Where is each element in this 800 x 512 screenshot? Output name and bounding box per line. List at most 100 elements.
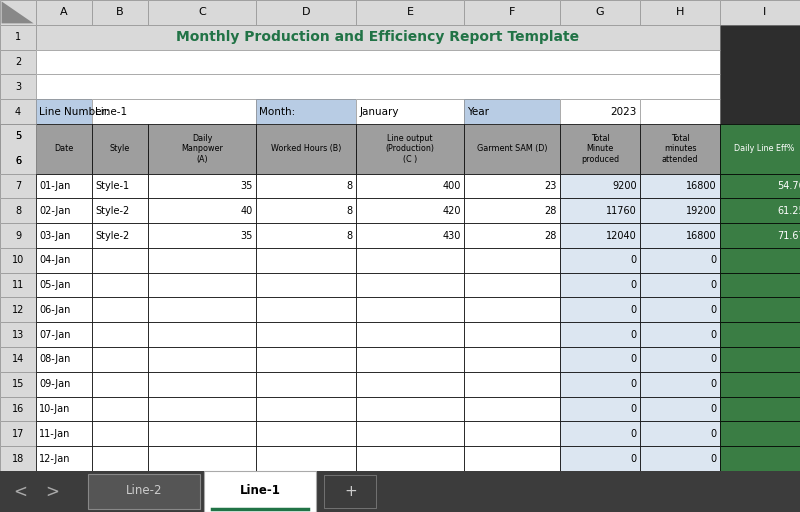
Bar xyxy=(0,0,36,25)
Text: 03-Jan: 03-Jan xyxy=(39,230,70,241)
Bar xyxy=(0,446,36,471)
Text: 54.76: 54.76 xyxy=(777,181,800,191)
Bar xyxy=(0,421,36,446)
Bar xyxy=(36,0,92,25)
Text: 19200: 19200 xyxy=(686,206,717,216)
Bar xyxy=(92,223,148,248)
Bar xyxy=(356,99,464,124)
Bar xyxy=(148,297,256,322)
Text: 0: 0 xyxy=(630,354,637,365)
Bar xyxy=(560,322,640,347)
Bar xyxy=(0,223,36,248)
Text: Month:: Month: xyxy=(259,106,295,117)
Bar xyxy=(560,198,640,223)
Text: Line Number:: Line Number: xyxy=(39,106,110,117)
Text: Worked Hours (B): Worked Hours (B) xyxy=(271,144,341,153)
Bar xyxy=(0,25,36,50)
Bar xyxy=(0,25,36,50)
Bar xyxy=(720,198,800,223)
Bar xyxy=(148,198,256,223)
Bar xyxy=(560,297,640,322)
Bar xyxy=(36,124,720,149)
Bar xyxy=(356,124,464,174)
Bar xyxy=(720,223,800,248)
Bar xyxy=(36,347,92,372)
Bar xyxy=(0,174,36,198)
Bar xyxy=(36,273,92,297)
Bar xyxy=(148,421,256,446)
Bar xyxy=(92,99,256,124)
Text: Daily
Manpower
(A): Daily Manpower (A) xyxy=(181,134,223,164)
Bar xyxy=(92,397,148,421)
Bar xyxy=(256,446,356,471)
Text: Year: Year xyxy=(467,106,490,117)
Bar xyxy=(640,0,720,25)
Text: 420: 420 xyxy=(442,206,461,216)
Text: 10-Jan: 10-Jan xyxy=(39,404,70,414)
Text: 8: 8 xyxy=(346,206,353,216)
Text: 7: 7 xyxy=(15,181,21,191)
Bar xyxy=(356,0,464,25)
Bar xyxy=(36,99,92,124)
Bar xyxy=(36,322,92,347)
Bar xyxy=(0,50,36,74)
Bar xyxy=(0,347,36,372)
Bar xyxy=(36,446,92,471)
Text: 40: 40 xyxy=(241,206,253,216)
Text: 8: 8 xyxy=(346,181,353,191)
Text: 01-Jan: 01-Jan xyxy=(39,181,70,191)
Bar xyxy=(92,248,148,273)
Bar xyxy=(720,297,800,322)
Bar xyxy=(640,347,720,372)
Text: 0: 0 xyxy=(630,305,637,315)
Text: 2: 2 xyxy=(15,57,21,67)
Bar xyxy=(88,474,200,509)
Bar xyxy=(148,273,256,297)
Bar xyxy=(640,397,720,421)
Text: 12-Jan: 12-Jan xyxy=(39,454,70,464)
Bar xyxy=(720,322,800,347)
Bar xyxy=(720,397,800,421)
Bar xyxy=(256,198,356,223)
Bar xyxy=(560,421,640,446)
Bar xyxy=(0,74,36,99)
Bar xyxy=(148,174,256,198)
Bar xyxy=(0,397,36,421)
Bar xyxy=(256,421,356,446)
Bar xyxy=(464,99,560,124)
Bar xyxy=(36,25,720,50)
Bar xyxy=(204,471,316,512)
Text: 04-Jan: 04-Jan xyxy=(39,255,70,265)
Bar xyxy=(464,0,560,25)
Bar xyxy=(0,149,36,174)
Text: 71.67: 71.67 xyxy=(777,230,800,241)
Bar xyxy=(464,322,560,347)
Bar xyxy=(0,372,36,397)
Text: 1: 1 xyxy=(15,32,21,42)
Bar xyxy=(92,421,148,446)
Bar xyxy=(720,174,800,198)
Text: 11-Jan: 11-Jan xyxy=(39,429,70,439)
Bar xyxy=(464,446,560,471)
Bar xyxy=(36,198,92,223)
Bar xyxy=(0,223,36,248)
Bar xyxy=(720,273,800,297)
Bar xyxy=(36,0,92,25)
Bar xyxy=(0,347,36,372)
Text: 18: 18 xyxy=(12,454,24,464)
Bar xyxy=(0,322,36,347)
Bar xyxy=(256,124,356,174)
Text: Style-2: Style-2 xyxy=(95,206,130,216)
Bar xyxy=(36,223,92,248)
Bar xyxy=(0,273,36,297)
Bar xyxy=(36,248,92,273)
Bar xyxy=(0,99,36,124)
Bar xyxy=(560,223,640,248)
Bar xyxy=(0,50,36,74)
Bar xyxy=(256,297,356,322)
Bar xyxy=(324,475,376,508)
Polygon shape xyxy=(2,2,34,24)
Bar xyxy=(560,273,640,297)
Text: 2023: 2023 xyxy=(610,106,637,117)
Text: 02-Jan: 02-Jan xyxy=(39,206,70,216)
